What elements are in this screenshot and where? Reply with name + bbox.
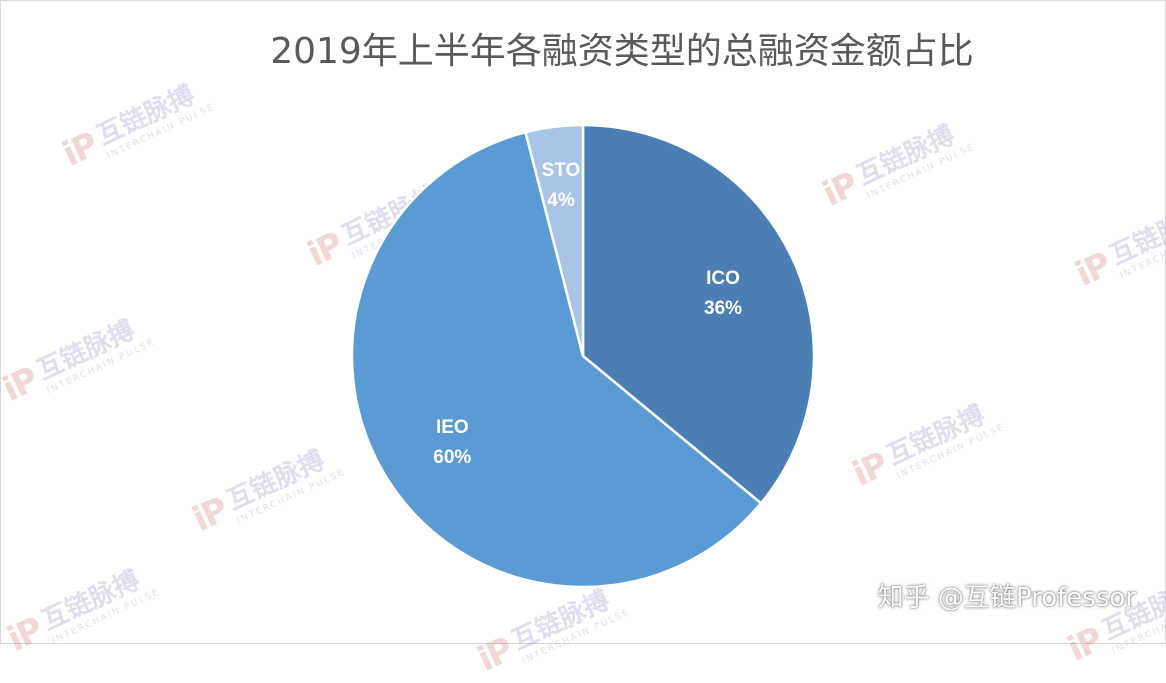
pie-slice-sto [524,123,585,357]
chart-title: 2019年上半年各融资类型的总融资金额占比 [270,31,974,72]
slice-label-sto: STO [542,160,581,181]
slice-percent-ico: 36% [704,298,742,319]
pie-slice-ieo [350,130,763,589]
slice-percent-ieo: 60% [433,447,471,468]
credit-text: 知乎 @互链Professor [877,583,1136,613]
slice-percent-sto: 4% [547,190,575,211]
slice-label-ieo: IEO [436,417,469,438]
pie-chart: ICO 36% IEO 60% STO 4% [350,123,816,589]
slice-label-ico: ICO [706,268,740,289]
pie-slice-ico [581,123,816,506]
